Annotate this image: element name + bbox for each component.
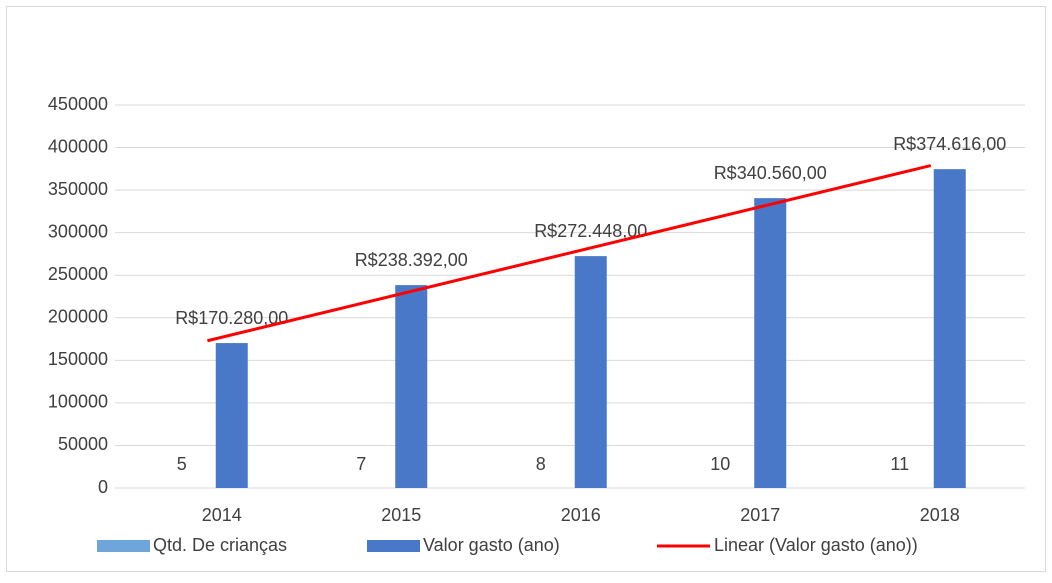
- legend-swatch: [367, 540, 420, 552]
- y-tick-label: 300000: [48, 221, 108, 241]
- bar: [934, 169, 966, 488]
- chart-border: [7, 7, 1046, 572]
- data-label: 7: [356, 454, 366, 474]
- legend-label: Valor gasto (ano): [423, 535, 560, 555]
- y-tick-label: 250000: [48, 264, 108, 284]
- y-tick-label: 400000: [48, 136, 108, 156]
- bar: [754, 198, 786, 488]
- y-tick-label: 150000: [48, 349, 108, 369]
- legend-label: Qtd. De crianças: [153, 535, 287, 555]
- y-tick-label: 450000: [48, 94, 108, 114]
- bar: [575, 256, 607, 488]
- data-label: 8: [536, 454, 546, 474]
- bar: [395, 285, 427, 488]
- data-label: 11: [890, 454, 909, 474]
- y-tick-label: 200000: [48, 307, 108, 327]
- data-label: 5: [177, 454, 187, 474]
- bar: [216, 343, 248, 488]
- x-tick-label: 2016: [561, 505, 601, 525]
- y-tick-label: 100000: [48, 392, 108, 412]
- legend-label: Linear (Valor gasto (ano)): [714, 535, 918, 555]
- x-tick-label: 2015: [381, 505, 421, 525]
- x-tick-label: 2017: [740, 505, 780, 525]
- data-label: 10: [710, 454, 730, 474]
- y-tick-label: 0: [98, 477, 108, 497]
- x-tick-label: 2014: [202, 505, 242, 525]
- x-tick-label: 2018: [920, 505, 960, 525]
- y-tick-label: 350000: [48, 179, 108, 199]
- data-label: R$238.392,00: [355, 250, 468, 270]
- legend-swatch: [97, 540, 150, 552]
- data-label: R$340.560,00: [714, 163, 827, 183]
- y-tick-label: 50000: [58, 434, 108, 454]
- data-label: R$374.616,00: [893, 134, 1006, 154]
